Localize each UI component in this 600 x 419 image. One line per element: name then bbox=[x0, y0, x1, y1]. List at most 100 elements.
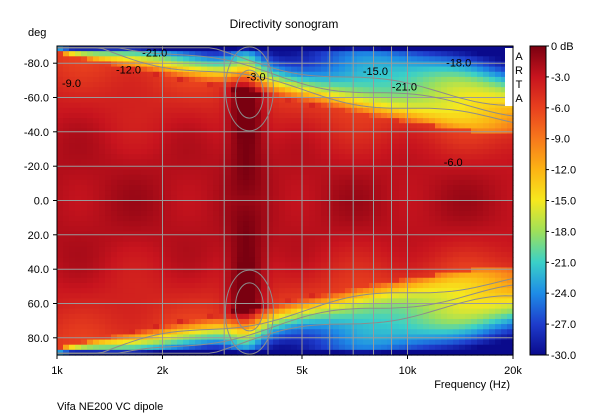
heatmap-cell bbox=[507, 313, 514, 320]
heatmap-cell bbox=[243, 272, 250, 279]
heatmap-cell bbox=[75, 179, 82, 186]
heatmap-cell bbox=[387, 174, 394, 181]
heatmap-cell bbox=[267, 143, 274, 150]
heatmap-cell bbox=[111, 246, 118, 253]
heatmap-cell bbox=[333, 318, 340, 325]
heatmap-cell bbox=[369, 154, 376, 160]
heatmap-cell bbox=[141, 174, 148, 181]
heatmap-cell bbox=[177, 308, 184, 315]
heatmap-cell bbox=[381, 226, 388, 232]
heatmap-cell bbox=[477, 51, 484, 57]
heatmap-cell bbox=[465, 262, 472, 269]
heatmap-cell bbox=[429, 226, 436, 232]
heatmap-cell bbox=[231, 123, 238, 129]
heatmap-cell bbox=[81, 169, 88, 176]
heatmap-cell bbox=[411, 143, 418, 150]
heatmap-cell bbox=[351, 174, 358, 181]
heatmap-cell bbox=[333, 282, 340, 289]
heatmap-cell bbox=[297, 339, 304, 346]
heatmap-cell bbox=[279, 185, 286, 191]
heatmap-cell bbox=[249, 252, 256, 258]
heatmap-cell bbox=[375, 221, 382, 227]
heatmap-cell bbox=[429, 267, 436, 274]
heatmap-cell bbox=[339, 123, 346, 129]
heatmap-cell bbox=[63, 107, 70, 114]
heatmap-cell bbox=[237, 71, 244, 78]
heatmap-cell bbox=[99, 71, 106, 78]
heatmap-cell bbox=[207, 272, 214, 279]
heatmap-cell bbox=[111, 82, 118, 88]
heatmap-cell bbox=[339, 200, 346, 207]
heatmap-cell bbox=[495, 169, 502, 176]
heatmap-cell bbox=[231, 246, 238, 253]
heatmap-cell bbox=[99, 200, 106, 207]
heatmap-cell bbox=[105, 76, 112, 83]
heatmap-cell bbox=[495, 241, 502, 248]
heatmap-cell bbox=[393, 159, 400, 166]
heatmap-cell bbox=[405, 257, 412, 263]
heatmap-cell bbox=[255, 303, 262, 310]
heatmap-cell bbox=[147, 298, 154, 305]
heatmap-cell bbox=[423, 87, 430, 93]
heatmap-cell bbox=[231, 143, 238, 150]
heatmap-cell bbox=[429, 112, 436, 119]
heatmap-cell bbox=[147, 138, 154, 145]
heatmap-cell bbox=[501, 154, 508, 160]
heatmap-cell bbox=[75, 308, 82, 315]
heatmap-cell bbox=[369, 293, 376, 299]
heatmap-cell bbox=[117, 303, 124, 310]
heatmap-cell bbox=[435, 179, 442, 186]
heatmap-cell bbox=[441, 226, 448, 232]
heatmap-cell bbox=[225, 210, 232, 217]
heatmap-cell bbox=[399, 334, 406, 341]
heatmap-cell bbox=[177, 329, 184, 335]
heatmap-cell bbox=[363, 133, 370, 140]
heatmap-cell bbox=[123, 185, 130, 191]
heatmap-cell bbox=[183, 231, 190, 238]
heatmap-cell bbox=[57, 236, 64, 243]
heatmap-cell bbox=[81, 154, 88, 160]
heatmap-cell bbox=[63, 174, 70, 181]
heatmap-cell bbox=[495, 236, 502, 243]
heatmap-cell bbox=[87, 123, 94, 129]
heatmap-cell bbox=[375, 174, 382, 181]
heatmap-cell bbox=[393, 169, 400, 176]
heatmap-cell bbox=[195, 272, 202, 279]
heatmap-cell bbox=[207, 107, 214, 114]
heatmap-cell bbox=[93, 61, 100, 68]
heatmap-cell bbox=[183, 61, 190, 68]
heatmap-cell bbox=[111, 133, 118, 140]
heatmap-cell bbox=[441, 200, 448, 207]
heatmap-cell bbox=[195, 267, 202, 274]
heatmap-cell bbox=[273, 313, 280, 320]
heatmap-cell bbox=[231, 190, 238, 196]
heatmap-cell bbox=[189, 179, 196, 186]
colorbar-label: -18.0 bbox=[551, 226, 576, 238]
heatmap-cell bbox=[273, 324, 280, 330]
heatmap-cell bbox=[183, 277, 190, 284]
heatmap-cell bbox=[273, 133, 280, 140]
heatmap-cell bbox=[213, 154, 220, 160]
heatmap-cell bbox=[453, 46, 460, 52]
heatmap-cell bbox=[465, 288, 472, 294]
heatmap-cell bbox=[477, 241, 484, 248]
heatmap-cell bbox=[165, 215, 172, 222]
heatmap-cell bbox=[279, 164, 286, 171]
heatmap-cell bbox=[123, 257, 130, 263]
heatmap-cell bbox=[369, 51, 376, 57]
heatmap-cell bbox=[135, 329, 142, 335]
heatmap-cell bbox=[477, 190, 484, 196]
heatmap-cell bbox=[483, 272, 490, 279]
heatmap-cell bbox=[93, 138, 100, 145]
heatmap-cell bbox=[129, 51, 136, 57]
heatmap-cell bbox=[333, 174, 340, 181]
heatmap-cell bbox=[369, 128, 376, 135]
heatmap-cell bbox=[501, 56, 508, 63]
heatmap-cell bbox=[471, 82, 478, 88]
heatmap-cell bbox=[123, 339, 130, 346]
heatmap-cell bbox=[129, 118, 136, 124]
heatmap-cell bbox=[333, 231, 340, 238]
heatmap-cell bbox=[309, 154, 316, 160]
heatmap-cell bbox=[171, 349, 178, 356]
heatmap-cell bbox=[333, 149, 340, 155]
